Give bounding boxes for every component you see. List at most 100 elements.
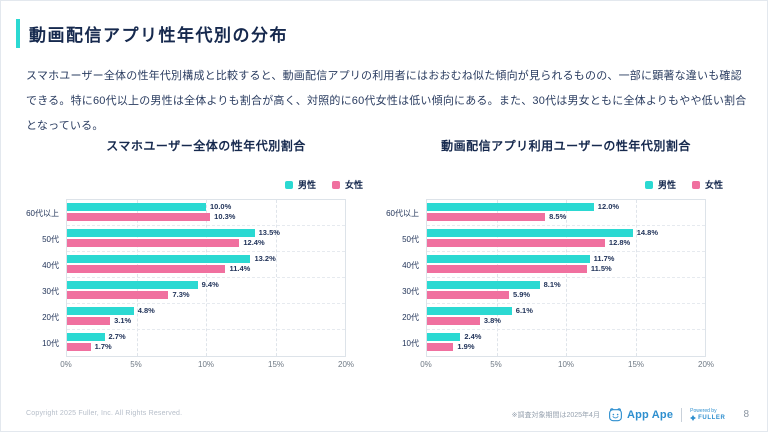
x-axis-tick-label: 5% — [490, 360, 502, 369]
survey-period-note: ※調査対象期間は2025年4月 — [511, 411, 600, 419]
bar-male — [67, 333, 105, 341]
legend-swatch-female — [331, 180, 340, 189]
bar-female — [427, 265, 587, 273]
bar-group: 4.8% 3.1% — [67, 304, 345, 330]
legend-item-male: 男性 — [284, 178, 316, 191]
bar-female — [67, 265, 226, 273]
chart-panel-smartphone-users: スマホユーザー全体の性年代別割合 男性 女性 60代以上 50代 40代 30代 20代… — [21, 137, 363, 374]
bar-value-label: 11.5% — [590, 264, 612, 274]
bar-value-label: 7.3% — [172, 290, 190, 300]
bar-female — [67, 291, 169, 299]
bar-line: 1.9% — [427, 343, 705, 351]
bar-female — [67, 343, 91, 351]
bar-line: 12.8% — [427, 239, 705, 247]
title-accent-bar — [16, 19, 20, 48]
appape-logo: App Ape — [608, 407, 673, 422]
y-axis-label: 20代 — [42, 312, 59, 322]
x-axis-tick-label: 0% — [60, 360, 72, 369]
chart-body: 60代以上 50代 40代 30代 20代 10代 10.0% 10.3% 13.5% 12.4… — [21, 199, 354, 374]
bar-line: 12.0% — [427, 203, 705, 211]
bar-male — [67, 229, 255, 237]
footer-right: ※調査対象期間は2025年4月 App Ape Powered by FULLE… — [512, 407, 749, 422]
y-axis-label: 20代 — [402, 312, 419, 322]
bar-value-label: 12.4% — [243, 238, 265, 248]
x-axis-tick-label: 10% — [197, 360, 215, 369]
chart-legend: 男性 女性 — [381, 178, 723, 191]
bar-male — [67, 203, 206, 211]
bar-value-label: 8.1% — [543, 280, 561, 290]
chart-body: 60代以上 50代 40代 30代 20代 10代 12.0% 8.5% 14.8% 12.8%… — [381, 199, 714, 374]
bar-value-label: 5.9% — [513, 290, 531, 300]
page-title: 動画配信アプリ性年代別の分布 — [29, 26, 288, 45]
bar-value-label: 3.8% — [483, 316, 501, 326]
bar-male — [427, 203, 594, 211]
bar-value-label: 12.0% — [597, 202, 620, 212]
gridline — [635, 200, 637, 356]
bar-line: 3.1% — [67, 317, 345, 325]
bar-value-label: 4.8% — [137, 306, 155, 316]
x-axis-labels: 0% 5% 10% 15% 20% — [420, 360, 714, 374]
x-axis-tick-label: 15% — [267, 360, 285, 369]
bar-female — [427, 317, 480, 325]
bar-line: 10.0% — [67, 203, 345, 211]
bar-male — [427, 307, 512, 315]
gridline — [566, 200, 567, 356]
legend-item-male: 男性 — [644, 178, 676, 191]
legend-swatch-male — [284, 180, 293, 189]
gridline — [275, 200, 277, 356]
y-axis-label: 30代 — [42, 286, 59, 296]
y-axis-label: 10代 — [402, 338, 419, 348]
charts-row: スマホユーザー全体の性年代別割合 男性 女性 60代以上 50代 40代 30代 20代… — [21, 137, 723, 374]
bar-male — [67, 255, 251, 263]
plot-area: 12.0% 8.5% 14.8% 12.8% 11.7% 11.5% 8.1% 5.9% 6.1… — [426, 199, 706, 357]
bar-line: 11.5% — [427, 265, 705, 273]
gridline — [496, 200, 498, 356]
bar-line: 11.4% — [67, 265, 345, 273]
fuller-icon — [690, 414, 697, 421]
legend-swatch-male — [644, 180, 653, 189]
plot-wrap: 10.0% 10.3% 13.5% 12.4% 13.2% 11.4% 9.4% 7.3% 4.… — [60, 199, 354, 374]
copyright-text: Copyright 2025 Fuller, Inc. All Rights R… — [26, 410, 183, 417]
bar-value-label: 13.2% — [254, 254, 276, 264]
bar-line: 14.8% — [427, 229, 705, 237]
bar-group: 8.1% 5.9% — [427, 278, 705, 304]
bar-value-label: 1.7% — [94, 342, 112, 352]
x-axis-tick-label: 10% — [557, 360, 575, 369]
plot-wrap: 12.0% 8.5% 14.8% 12.8% 11.7% 11.5% 8.1% 5.9% 6.1… — [420, 199, 714, 374]
gridline — [136, 200, 138, 356]
bar-line: 7.3% — [67, 291, 345, 299]
bar-female — [67, 239, 240, 247]
x-axis-tick-label: 20% — [337, 360, 355, 369]
bar-value-label: 8.5% — [549, 212, 567, 222]
legend-swatch-female — [691, 180, 700, 189]
bar-female — [427, 239, 605, 247]
bar-group: 2.7% 1.7% — [67, 330, 345, 356]
legend-label-female: 女性 — [344, 180, 363, 190]
bar-value-label: 3.1% — [114, 316, 132, 326]
powered-by-text: Powered by — [690, 407, 717, 414]
bar-line: 5.9% — [427, 291, 705, 299]
x-axis-labels: 0% 5% 10% 15% 20% — [60, 360, 354, 374]
x-axis-tick-label: 0% — [420, 360, 432, 369]
bar-value-label: 10.0% — [210, 202, 232, 212]
bar-line: 1.7% — [67, 343, 345, 351]
bar-value-label: 11.4% — [229, 264, 251, 274]
bar-female — [427, 343, 454, 351]
y-axis-labels: 60代以上 50代 40代 30代 20代 10代 — [381, 199, 426, 374]
y-axis-label: 60代以上 — [386, 208, 419, 218]
bar-male — [427, 229, 633, 237]
fuller-logo: Powered by FULLER — [690, 407, 725, 421]
bar-line: 2.7% — [67, 333, 345, 341]
chart-title: スマホユーザー全体の性年代別割合 — [106, 139, 306, 153]
bar-value-label: 13.5% — [258, 228, 280, 238]
bar-male — [427, 333, 461, 341]
fuller-wordmark: FULLER — [690, 414, 725, 421]
legend-item-female: 女性 — [691, 178, 723, 191]
bar-line: 8.1% — [427, 281, 705, 289]
legend-item-female: 女性 — [331, 178, 363, 191]
bar-group: 9.4% 7.3% — [67, 278, 345, 304]
appape-monkey-icon — [609, 408, 622, 422]
footer-divider — [681, 407, 683, 422]
x-axis-tick-label: 15% — [627, 360, 645, 369]
bar-male — [427, 255, 590, 263]
